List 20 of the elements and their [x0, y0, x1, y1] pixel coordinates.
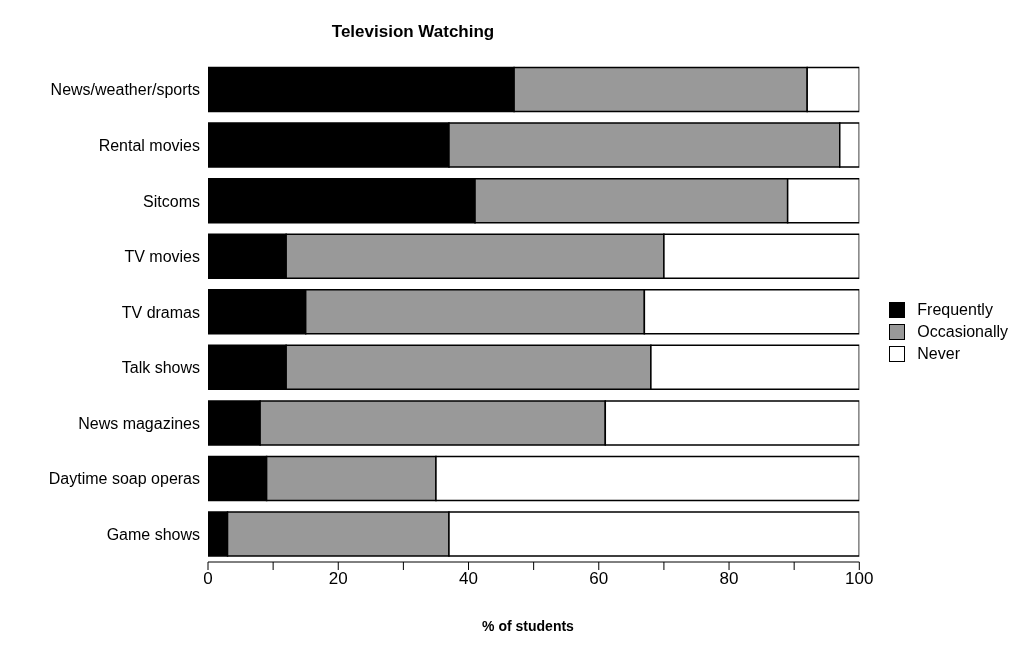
x-tick-label: 0: [203, 569, 213, 589]
y-tick-label: Talk shows: [121, 359, 200, 377]
x-tick-label: 80: [719, 569, 739, 589]
y-tick-label: Rental movies: [98, 137, 200, 155]
y-tick-label: Game shows: [106, 525, 200, 543]
x-tick-label: 40: [459, 569, 478, 589]
legend-label: Frequently: [917, 301, 993, 319]
legend-label: Never: [917, 345, 960, 363]
legend-label: Occasionally: [917, 323, 1008, 341]
x-axis-title: % of students: [481, 618, 575, 634]
y-tick-label: TV movies: [124, 248, 200, 266]
y-tick-label: News/weather/sports: [50, 81, 200, 99]
x-tick-label: 100: [845, 569, 874, 589]
y-tick-label: TV dramas: [121, 303, 200, 321]
y-tick-label: Sitcoms: [143, 192, 200, 210]
y-tick-label: News magazines: [78, 414, 200, 432]
chart-title: Television Watching: [330, 21, 496, 43]
x-tick-label: 60: [589, 569, 609, 589]
y-tick-label: Daytime soap operas: [48, 470, 200, 488]
x-tick-label: 20: [328, 569, 348, 589]
